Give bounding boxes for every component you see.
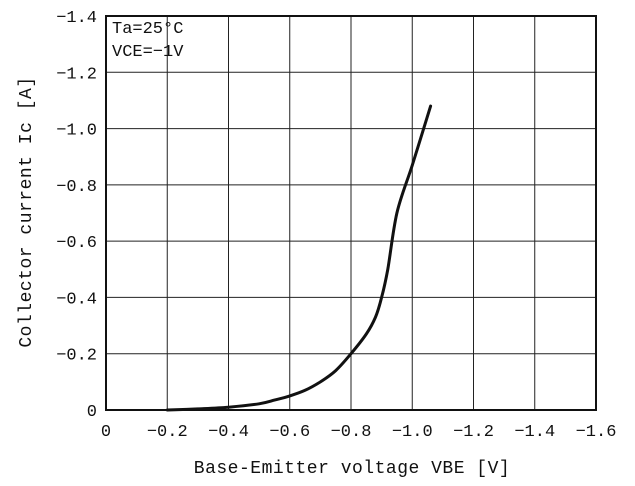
x-tick-label: −1.4 [514, 423, 555, 442]
series-layer [165, 104, 433, 412]
x-tick-label: −0.2 [147, 423, 188, 442]
x-tick-label: −1.0 [392, 423, 433, 442]
y-tick-label: −1.4 [56, 9, 97, 28]
y-tick-label: −1.2 [56, 65, 97, 84]
x-tick-label: 0 [101, 423, 111, 442]
x-tick-label: −0.8 [331, 423, 372, 442]
x-tick-label: −0.6 [269, 423, 310, 442]
annotation-vce: VCE=−1V [112, 43, 184, 62]
grid-lines [105, 15, 597, 411]
y-tick-label: 0 [87, 403, 97, 422]
plot-frame [105, 15, 597, 411]
x-tick-label: −1.6 [576, 423, 617, 442]
y-tick-label: −0.4 [56, 290, 97, 309]
y-tick-label: −1.0 [56, 122, 97, 141]
y-tick-label: −0.2 [56, 347, 97, 366]
x-axis-tick-labels: 0 −0.2 −0.4 −0.6 −0.8 −1.0 −1.2 −1.4 −1.6 [101, 423, 617, 442]
x-tick-label: −0.4 [208, 423, 249, 442]
series-line-0 [165, 104, 433, 412]
y-axis-label: Collector current Ic [A] [17, 76, 37, 347]
y-tick-label: −0.6 [56, 234, 97, 253]
x-tick-label: −1.2 [453, 423, 494, 442]
annotation-temperature: Ta=25°C [112, 20, 183, 39]
y-tick-label: −0.8 [56, 178, 97, 197]
x-axis-label: Base-Emitter voltage VBE [V] [194, 459, 510, 479]
y-axis-tick-labels: 0 −0.2 −0.4 −0.6 −0.8 −1.0 −1.2 −1.4 [56, 9, 97, 422]
